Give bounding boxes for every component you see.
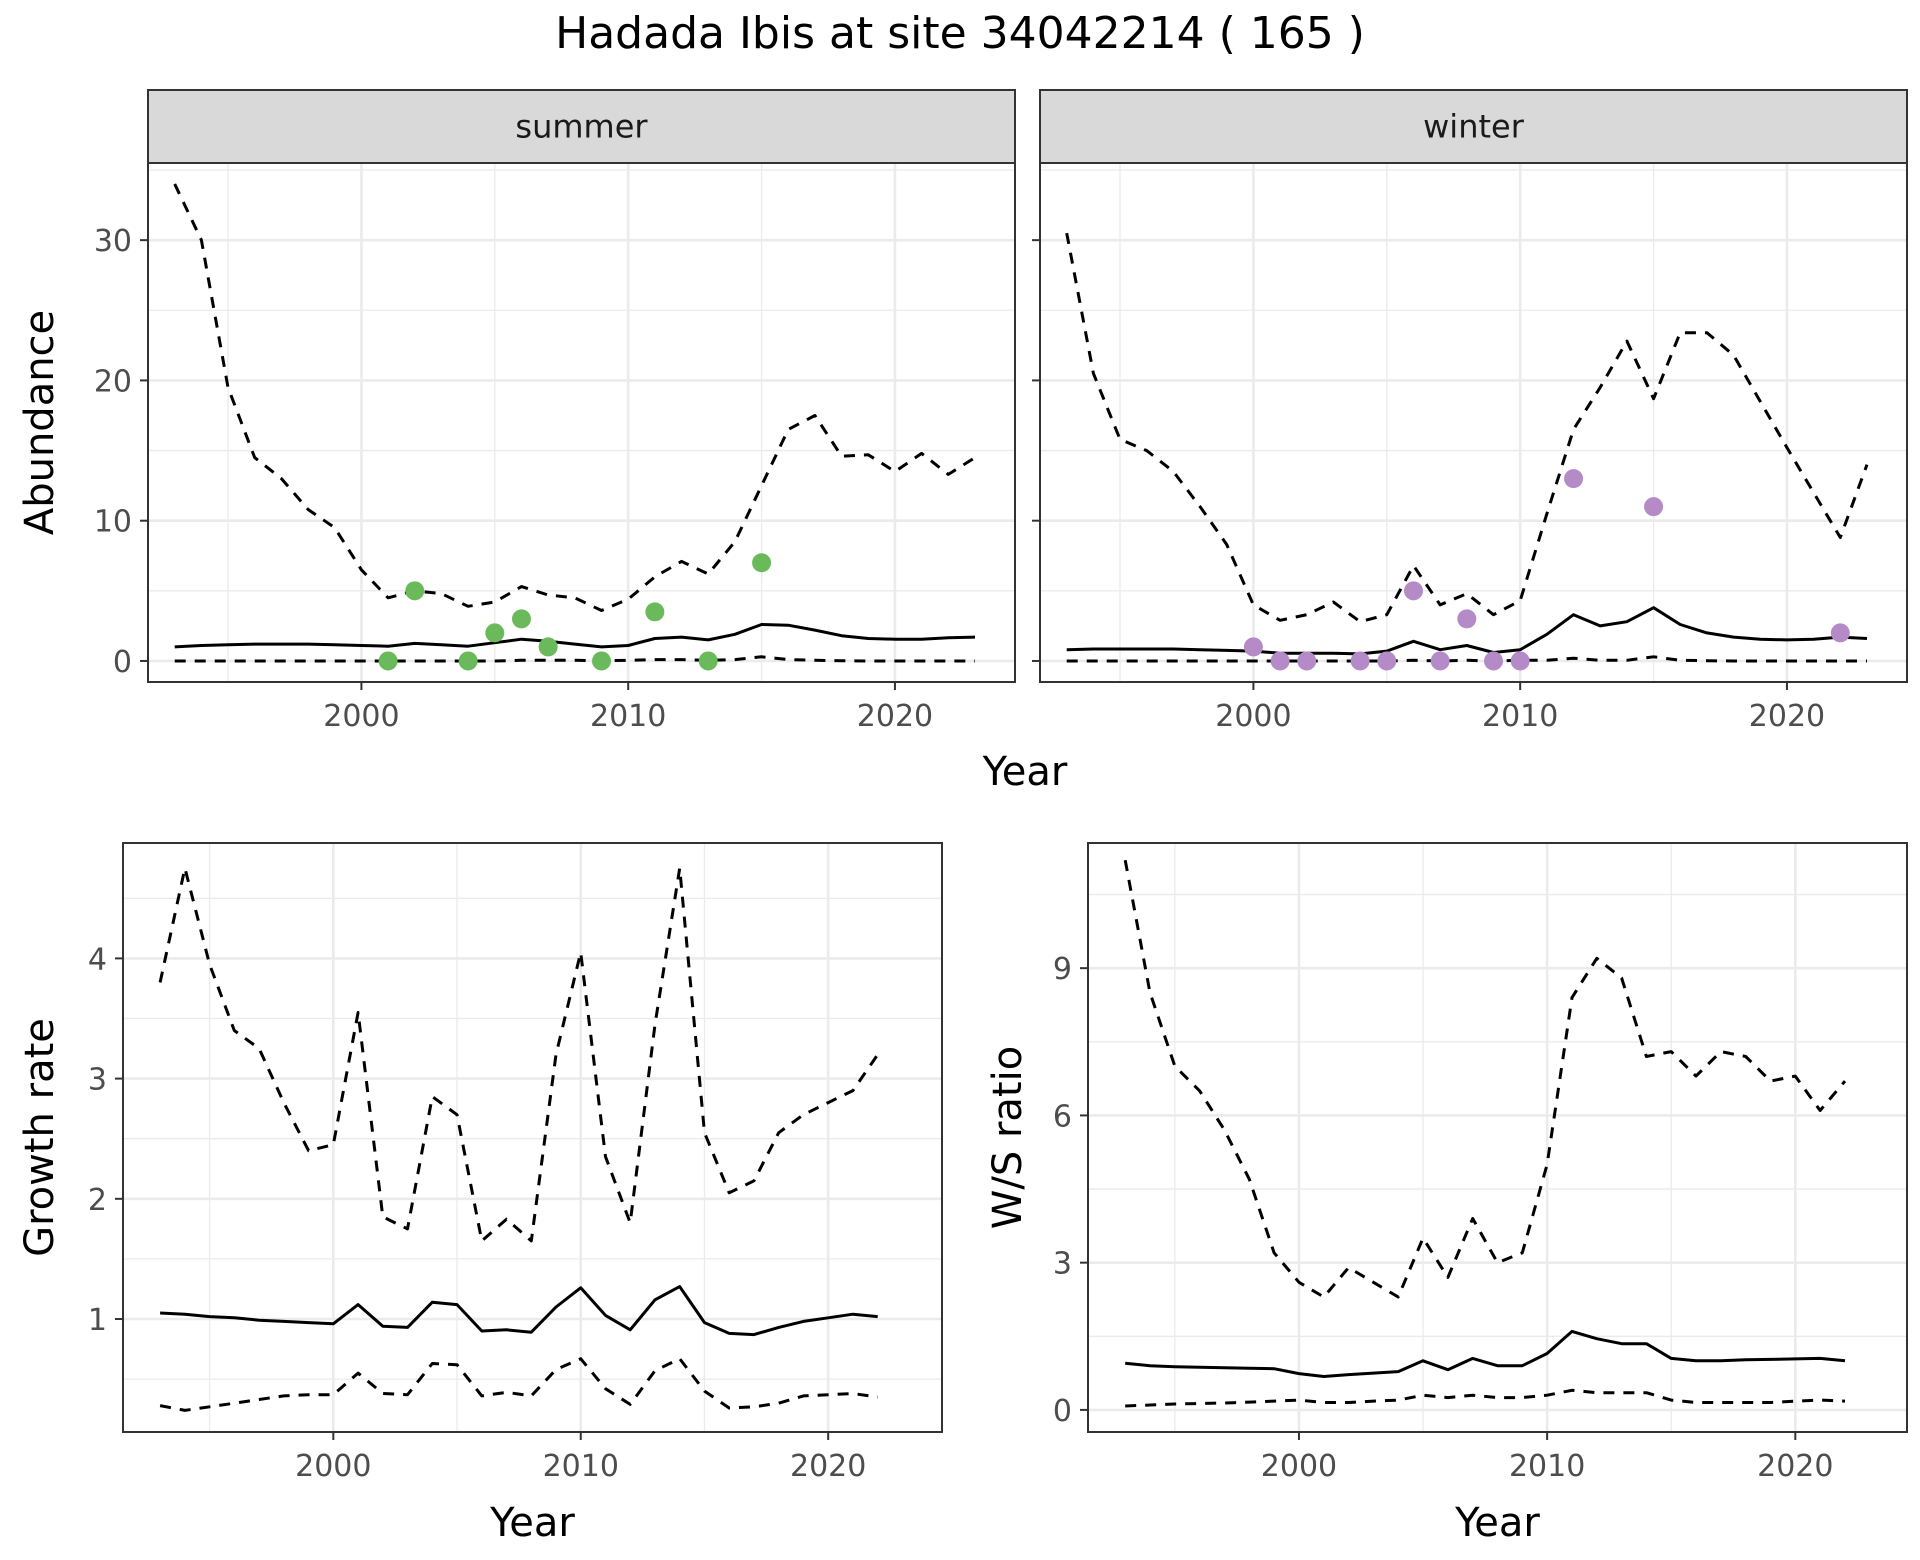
confidence-bound-line [174, 655, 975, 663]
estimate-line [1125, 1329, 1846, 1378]
observed-point [405, 581, 425, 601]
confidence-bound-line [173, 183, 976, 612]
panel-border [1087, 842, 1908, 1433]
plot-background [148, 163, 1015, 682]
observed-point [538, 637, 558, 657]
y-axis-title: Growth rate [17, 1018, 63, 1257]
observed-point [645, 602, 665, 622]
panel-ws-ratio: 2000 2010 2020 0 3 6 9 W/S ratio Year [985, 842, 1908, 1546]
observed-point [1243, 637, 1263, 657]
y-tick-label: 1 [88, 1303, 107, 1338]
y-axis-title: W/S ratio [985, 1046, 1031, 1229]
confidence-bound-line [158, 866, 879, 1243]
x-tick-label: 2010 [543, 1449, 619, 1484]
facet-strip-label: winter [1423, 108, 1525, 146]
panel-border [122, 842, 943, 1433]
plot-background [1088, 843, 1907, 1432]
top-x-axis-title: Year [982, 749, 1068, 795]
observed-point [1350, 651, 1370, 671]
observed-point [1457, 609, 1477, 629]
observed-point [1377, 651, 1397, 671]
x-tick-label: 2020 [1757, 1449, 1833, 1484]
y-axis-title: Abundance [17, 310, 63, 535]
x-tick-label: 2000 [1215, 699, 1291, 734]
observed-point [1403, 581, 1423, 601]
x-axis-title: Year [1454, 1500, 1540, 1546]
y-tick-label: 2 [88, 1183, 107, 1218]
y-tick-label: 6 [1053, 1099, 1072, 1134]
x-tick-label: 2020 [790, 1449, 866, 1484]
x-tick-label: 2010 [1482, 699, 1558, 734]
y-tick-label: 10 [94, 505, 132, 540]
estimate-line [160, 1285, 878, 1337]
facet-strip-label: summer [515, 108, 648, 146]
x-tick-label: 2010 [590, 699, 666, 734]
observed-point [1564, 469, 1584, 489]
y-tick-label: 20 [94, 364, 132, 399]
y-tick-label: 3 [88, 1063, 107, 1098]
plot-background [123, 843, 942, 1432]
plot-background [1040, 163, 1907, 682]
observed-point [485, 623, 505, 643]
x-tick-label: 2000 [295, 1449, 371, 1484]
x-tick-label: 2000 [323, 699, 399, 734]
confidence-bound-line [1065, 232, 1869, 624]
observed-point [698, 651, 718, 671]
observed-point [1510, 651, 1530, 671]
confidence-bound-line [1123, 859, 1847, 1299]
x-tick-label: 2000 [1261, 1449, 1337, 1484]
y-tick-label: 9 [1053, 952, 1072, 987]
figure-title: Hadada Ibis at site 34042214 ( 165 ) [555, 8, 1365, 59]
observed-point [378, 651, 398, 671]
observed-point [511, 609, 531, 629]
observed-point [752, 553, 772, 573]
observed-point [1484, 651, 1504, 671]
panel-growth-rate: 2000 2010 2020 1 2 3 4 Growth rate Year [17, 842, 943, 1546]
y-tick-label: 30 [94, 224, 132, 259]
confidence-bound-line [159, 1357, 878, 1412]
observed-point [458, 651, 478, 671]
y-tick-label: 0 [1053, 1394, 1072, 1429]
observed-point [1430, 651, 1450, 671]
estimate-line [174, 623, 976, 649]
panel-summer: summer 2000 2010 2020 0 10 20 30 Abundance [17, 89, 1016, 734]
x-axis-title: Year [489, 1500, 575, 1546]
x-tick-label: 2020 [1749, 699, 1825, 734]
panel-winter: winter 2000 2010 2020 [1032, 89, 1908, 734]
observed-point [1644, 497, 1664, 517]
observed-point [1830, 623, 1850, 643]
facet-strip [147, 89, 1016, 164]
x-tick-label: 2020 [857, 699, 933, 734]
y-tick-label: 0 [113, 645, 132, 680]
y-tick-label: 3 [1053, 1247, 1072, 1282]
observed-point [1270, 651, 1290, 671]
facet-strip [1039, 89, 1908, 164]
observed-point [1297, 651, 1317, 671]
estimate-line [1066, 606, 1868, 656]
confidence-bound-line [1066, 655, 1867, 663]
observed-point [592, 651, 612, 671]
y-tick-label: 4 [88, 942, 107, 977]
confidence-bound-line [1125, 1388, 1846, 1408]
x-tick-label: 2010 [1509, 1449, 1585, 1484]
